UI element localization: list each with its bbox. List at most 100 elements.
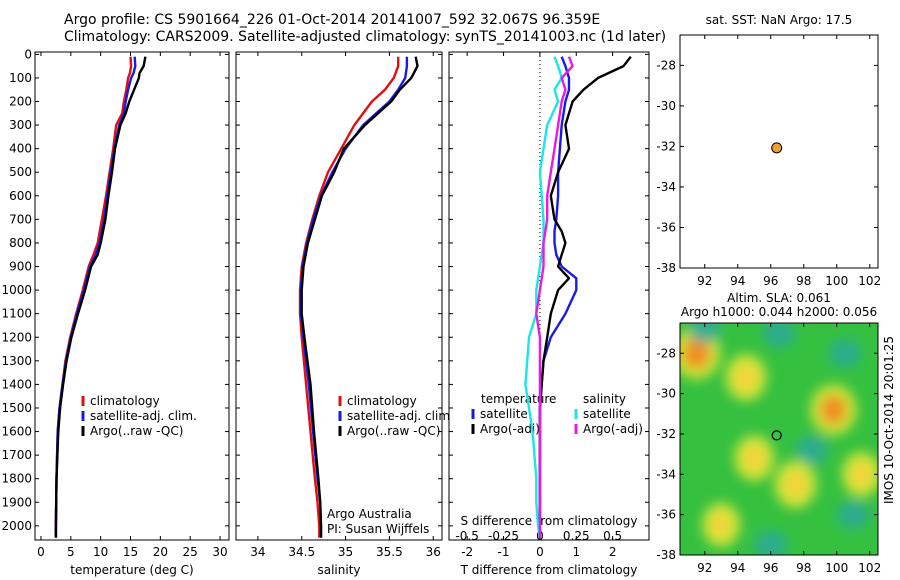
float-position-marker: [771, 430, 782, 441]
x-tick-label: 94: [730, 561, 745, 575]
sla-low: [829, 339, 861, 368]
sla-low: [796, 436, 828, 465]
x-tick-label: 5: [67, 545, 75, 559]
x-tick-label: 98: [796, 561, 811, 575]
credit-line: Argo Australia: [327, 507, 412, 521]
x-tick-label: 34: [250, 545, 265, 559]
sla-high-core: [851, 461, 872, 487]
x-tick-label: 0: [536, 545, 544, 559]
x-axis-label: T difference from climatology: [460, 563, 638, 577]
x-tick-label: 1: [572, 545, 580, 559]
sla-high-core: [820, 394, 847, 425]
legend-label: climatology: [90, 394, 160, 408]
y-tick-label: 1000: [1, 283, 32, 297]
y-tick-label: -30: [656, 387, 676, 401]
map-title: Altim. SLA: 0.061: [727, 291, 831, 305]
y-tick-label: 100: [9, 71, 32, 85]
x-tick-label: 10: [93, 545, 108, 559]
x-tick-label: 100: [825, 561, 848, 575]
float-position-marker: [771, 142, 783, 154]
top-tick-label: -0.5: [455, 529, 478, 543]
y-tick-label: -30: [656, 99, 676, 113]
temperature-panel: 0100200300400500600700800900100011001200…: [1, 47, 230, 577]
sla-high-core: [734, 364, 758, 391]
y-tick-label: 900: [9, 260, 32, 274]
y-tick-label: -32: [656, 427, 676, 441]
y-tick-label: 1400: [1, 377, 32, 391]
x-tick-label: 35: [338, 545, 353, 559]
sla-anomalies: [680, 323, 878, 555]
y-tick-label: 1800: [1, 472, 32, 486]
x-tick-label: 96: [763, 561, 778, 575]
x-tick-label: 96: [763, 274, 778, 288]
difference-panel: -2 -1 0 1 2 T difference from climatology S di…: [448, 51, 650, 577]
plot-frame: [34, 51, 230, 541]
top-tick-label: 0.5: [603, 529, 622, 543]
top-tick-label: 0.25: [563, 529, 590, 543]
legend-label: satellite: [583, 407, 631, 421]
x-tick-label: 34.5: [288, 545, 315, 559]
y-tick-label: 300: [9, 118, 32, 132]
y-tick-label: 1700: [1, 448, 32, 462]
y-tick-label: 200: [9, 95, 32, 109]
legend-label: satellite-adj. clim.: [347, 409, 454, 423]
legend-header: salinity: [583, 392, 626, 406]
map-frame: [679, 322, 879, 556]
y-tick-label: 500: [9, 165, 32, 179]
x-tick-label: 25: [183, 545, 198, 559]
legend-label: Argo(-adj): [480, 422, 540, 436]
y-tick-label: 1300: [1, 354, 32, 368]
x-tick-label: 100: [825, 274, 848, 288]
x-tick-label: 20: [153, 545, 168, 559]
legend-header: temperature: [481, 392, 556, 406]
header-line-1: Argo profile: CS 5901664_226 01-Oct-2014…: [64, 12, 601, 28]
sla-high-core: [743, 445, 766, 471]
x-tick-label: -2: [461, 545, 473, 559]
y-tick-label: -36: [656, 508, 676, 522]
sla-low: [837, 500, 870, 529]
y-tick-label: 1600: [1, 425, 32, 439]
y-tick-label: 1200: [1, 330, 32, 344]
map-subtitle: Argo h1000: 0.044 h2000: 0.056: [681, 305, 877, 319]
salinity-panel: 34 34.5 35 35.5 36 salinity climatologysatelli…: [235, 51, 454, 577]
y-tick-label: 600: [9, 189, 32, 203]
legend-label: Argo(..raw -QC): [347, 424, 440, 438]
y-tick-label: -32: [656, 139, 676, 153]
y-tick-label: -38: [656, 261, 676, 275]
y-tick-label: 1900: [1, 495, 32, 509]
x-tick-label: 30: [212, 545, 227, 559]
x-tick-label: 92: [697, 274, 712, 288]
y-tick-label: 1100: [1, 307, 32, 321]
map-title: sat. SST: NaN Argo: 17.5: [706, 13, 853, 27]
y-tick-label: 0: [24, 47, 32, 61]
series-group: [298, 56, 419, 538]
legend-label: satellite: [480, 407, 528, 421]
y-tick-label: 2000: [1, 519, 32, 533]
sla-high-core: [711, 512, 732, 537]
y-tick-label: -38: [656, 548, 676, 562]
x-tick-label: 94: [730, 274, 745, 288]
series-line-argo: [54, 56, 147, 538]
x-axis-label: temperature (deg C): [70, 563, 193, 577]
map-timestamp: IMOS 10-Oct-2014 20:01:25: [882, 336, 896, 504]
position-map-panel: sat. SST: NaN Argo: 17.5 -28 -30 -32 -34 -36 -…: [656, 13, 881, 288]
series-line-argo: [300, 56, 419, 538]
legend-label: satellite-adj. clim.: [90, 409, 197, 423]
y-tick-label: -34: [656, 467, 676, 481]
x-tick-label: 102: [858, 274, 881, 288]
y-tick-label: -28: [656, 346, 676, 360]
x-tick-label: 92: [697, 561, 712, 575]
x-tick-label: 35.5: [376, 545, 403, 559]
series-group: [524, 55, 632, 538]
sla-low: [688, 323, 721, 344]
sla-low: [754, 530, 787, 555]
x-tick-label: 0: [37, 545, 45, 559]
legend-label: Argo(..raw -QC): [90, 424, 183, 438]
sla-field: [680, 323, 878, 555]
y-tick-label: -34: [656, 180, 676, 194]
top-tick-label: -0.25: [488, 529, 519, 543]
plot-frame: [235, 51, 443, 541]
x-tick-label: 98: [796, 274, 811, 288]
sla-high-core: [783, 470, 808, 498]
